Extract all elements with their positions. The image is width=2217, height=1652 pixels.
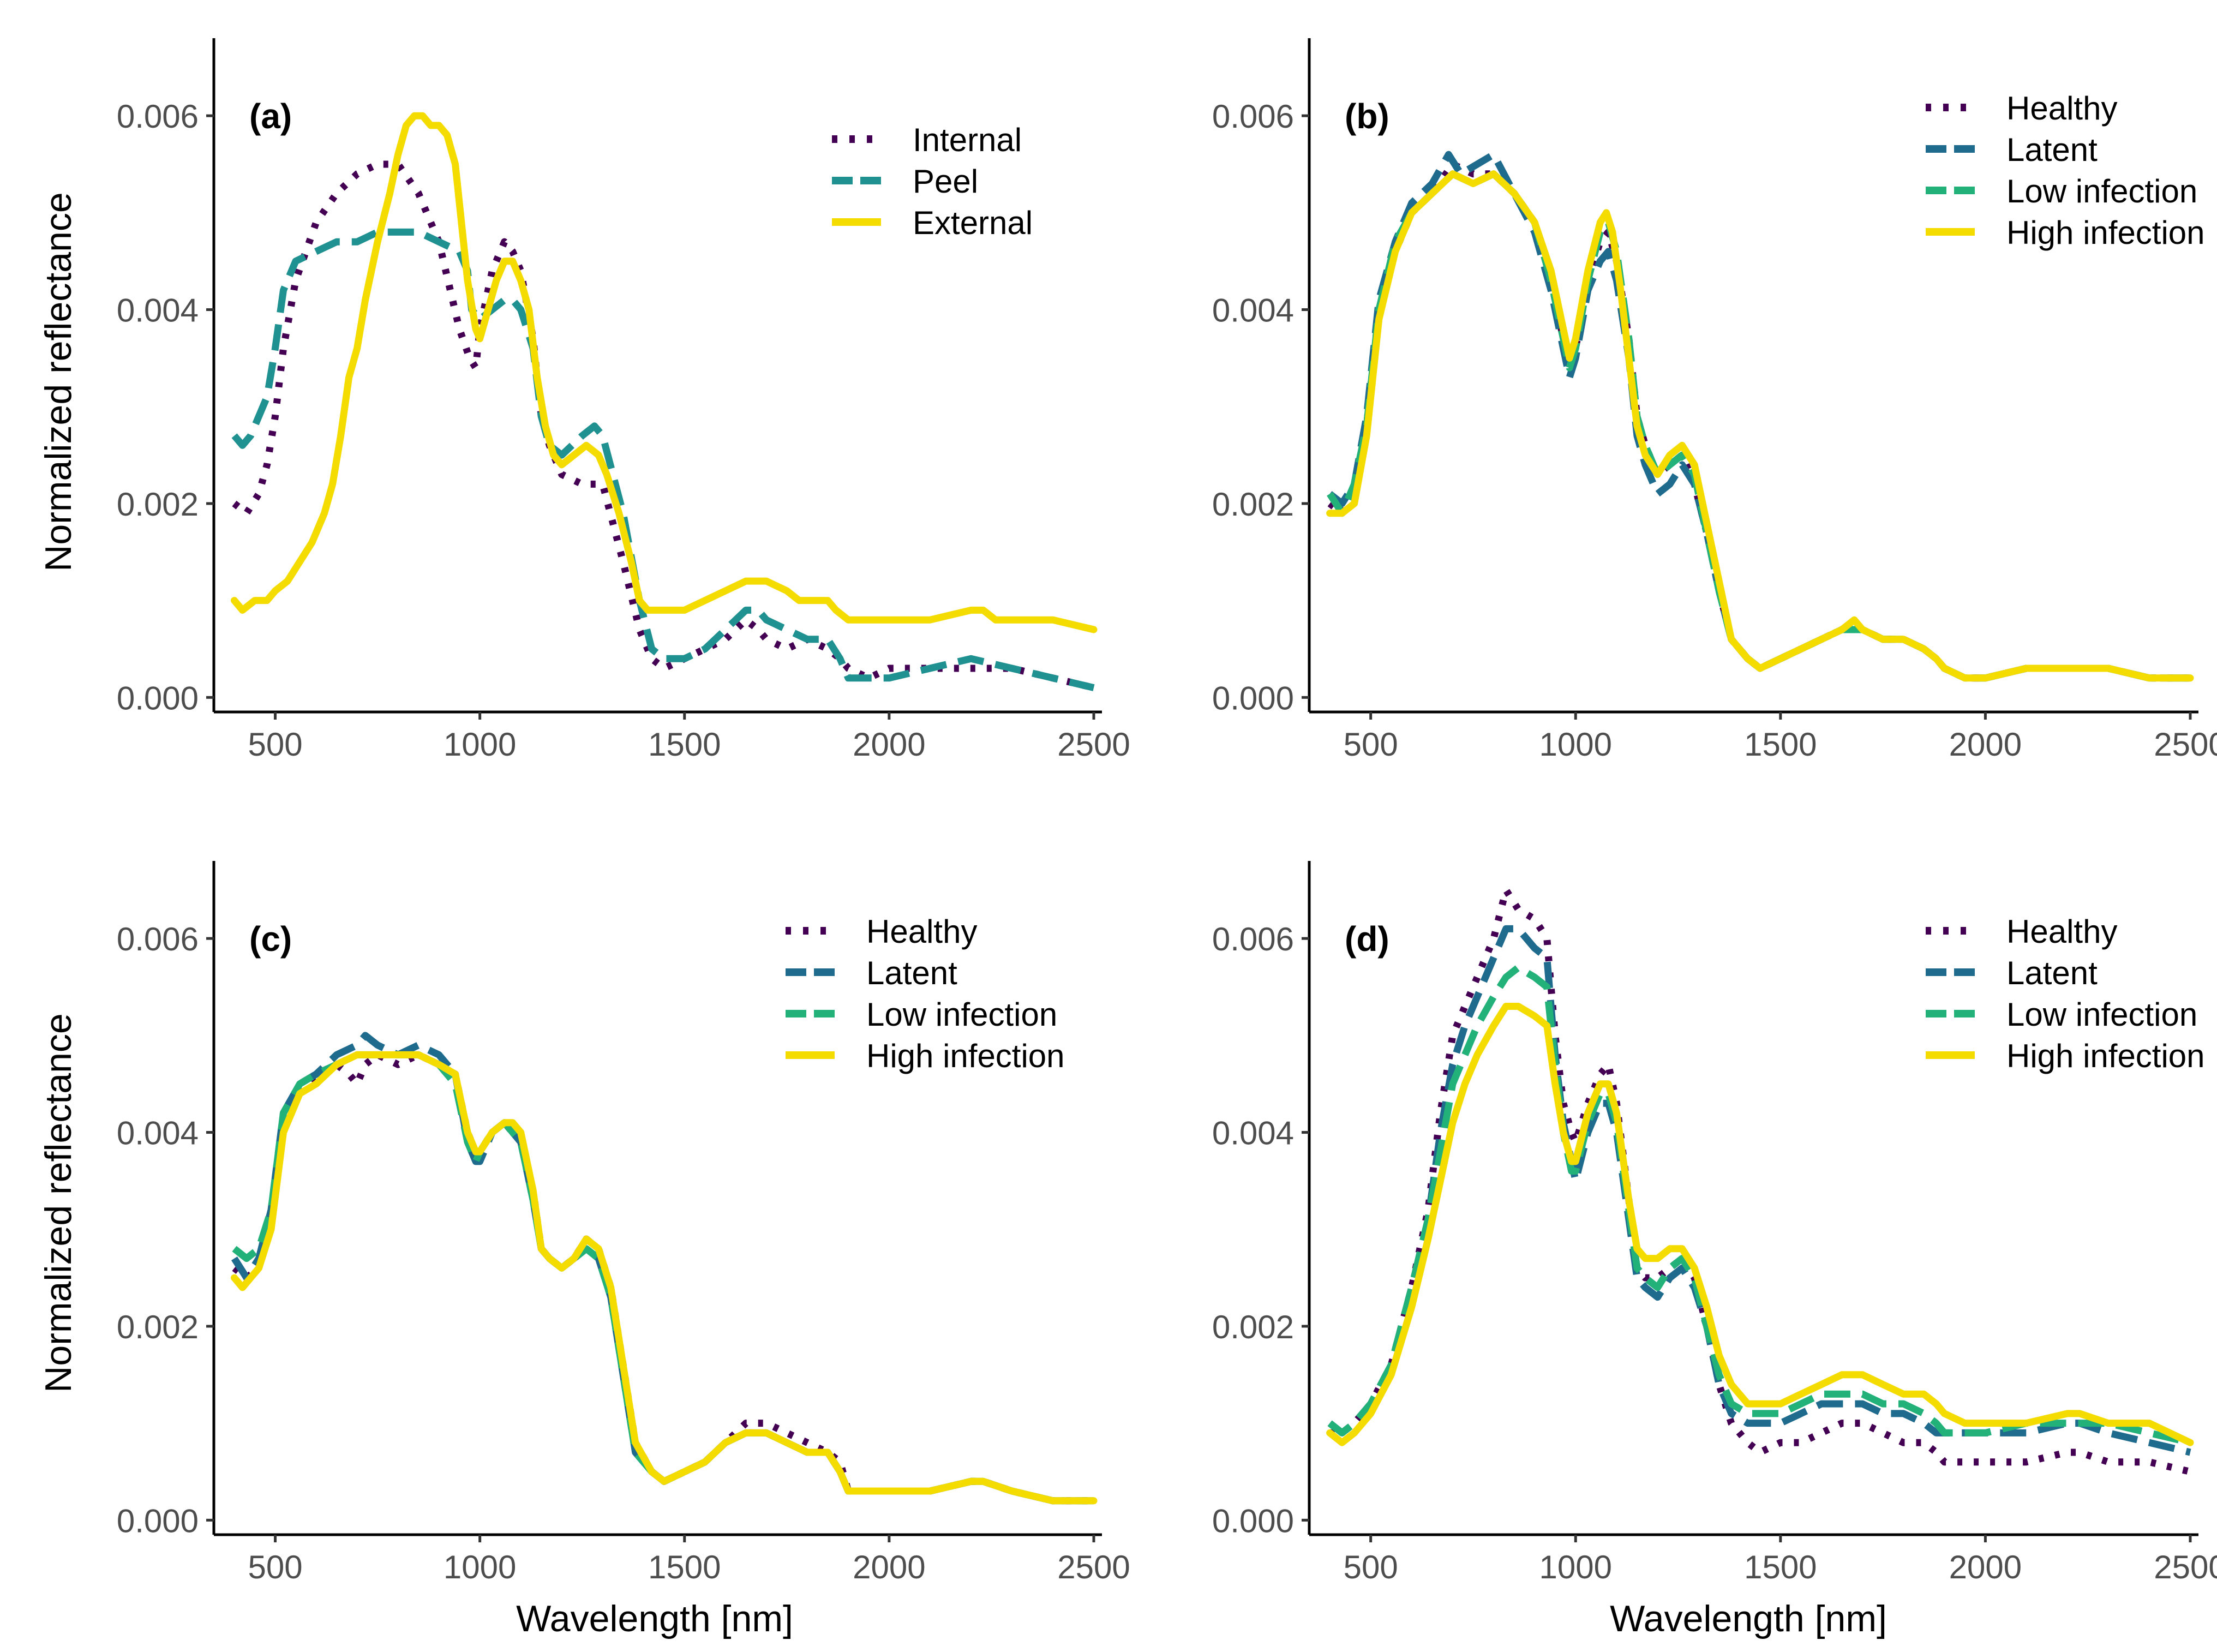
panel-d-x-tick-label: 1000: [1539, 1549, 1612, 1585]
panel-a-x-tick-label: 1000: [444, 726, 516, 763]
panel-c-legend-label: Healthy: [866, 913, 977, 950]
panel-d-x-tick-label: 2000: [1949, 1549, 2022, 1585]
panel-d-series-high-infection: [1326, 1003, 2194, 1446]
panel-b-legend-label: Healthy: [2006, 90, 2117, 127]
panel-b-y-tick-label: 0.004: [1212, 292, 1294, 329]
panel-c-x-tick-label: 2000: [853, 1549, 925, 1585]
panel-d-y-tick-label: 0.000: [1212, 1503, 1294, 1539]
panels: 0.000 0.002 0.004 0.006 500 1000 1500 2000 2500 (…: [117, 38, 2217, 1585]
panel-d-legend-label: Latent: [2006, 955, 2098, 991]
panel-a-label: (a): [249, 97, 292, 136]
panel-c-y-tick-label: 0.000: [117, 1503, 199, 1539]
panel-c-y-tick-label: 0.002: [117, 1309, 199, 1345]
panel-c-x-tick-label: 2500: [1057, 1549, 1130, 1585]
panel-d-x-tick-label: 500: [1344, 1549, 1398, 1585]
panel-a-x-tick-label: 2500: [1057, 726, 1130, 763]
panel-b-x-tick-label: 1500: [1744, 726, 1817, 763]
panel-c-legend-label: Latent: [866, 955, 957, 991]
panel-a-y-tick-label: 0.002: [117, 486, 199, 523]
panel-d-legend: Healthy Latent Low infection High infection: [1926, 913, 2205, 1074]
panel-a-x-tick-label: 2000: [853, 726, 925, 763]
panel-c-legend-label: High infection: [866, 1038, 1065, 1074]
y-axis-title-top: Normalized reflectance: [38, 192, 79, 571]
panel-c-y-tick-label: 0.004: [117, 1115, 199, 1152]
panel-d-series-group: [1326, 886, 2194, 1475]
panel-b-series-high-infection: [1326, 170, 2194, 682]
panel-c: 0.000 0.002 0.004 0.006 500 1000 1500 2000 2500 (…: [117, 861, 1130, 1585]
panel-b-y-tick-label: 0.002: [1212, 486, 1294, 523]
panel-d-legend-label: Low infection: [2006, 996, 2197, 1033]
x-axis-title-left: Wavelength [nm]: [516, 1598, 793, 1639]
panel-a: 0.000 0.002 0.004 0.006 500 1000 1500 2000 2500 (…: [117, 38, 1130, 763]
panel-d-series-low-infection: [1327, 964, 2191, 1446]
panel-d-y-tick-label: 0.004: [1212, 1115, 1294, 1152]
panel-b-x-tick-label: 500: [1344, 726, 1398, 763]
panel-c-legend-label: Low infection: [866, 996, 1057, 1033]
y-axis-title-bottom: Normalized reflectance: [38, 1013, 79, 1392]
panel-b-legend-label: Latent: [2006, 131, 2098, 168]
panel-b-y-tick-label: 0.000: [1212, 680, 1294, 716]
panel-b-legend-label: High infection: [2006, 214, 2205, 251]
panel-d: 0.000 0.002 0.004 0.006 500 1000 1500 2000 2500 (…: [1212, 861, 2217, 1585]
panel-a-y-tick-label: 0.004: [117, 292, 199, 329]
panel-d-x-tick-label: 2500: [2154, 1549, 2217, 1585]
panel-a-legend-label: External: [913, 205, 1033, 241]
x-axis-title-right: Wavelength [nm]: [1610, 1598, 1887, 1639]
panel-d-series-latent: [1327, 925, 2191, 1456]
panel-a-legend: Internal Peel External: [832, 122, 1033, 241]
panel-b-label: (b): [1345, 97, 1389, 136]
panel-c-series-group: [231, 1032, 1098, 1505]
panel-b-x-tick-label: 2000: [1949, 726, 2022, 763]
panel-a-y-tick-label: 0.006: [117, 98, 199, 135]
panel-a-legend-label: Internal: [913, 122, 1022, 158]
panel-d-legend-label: High infection: [2006, 1038, 2205, 1074]
panel-a-x-tick-label: 500: [248, 726, 302, 763]
panel-b-y-tick-label: 0.006: [1212, 98, 1294, 135]
panel-a-legend-label: Peel: [913, 163, 978, 200]
panel-d-legend-label: Healthy: [2006, 913, 2117, 950]
panel-c-label: (c): [249, 919, 292, 959]
panel-d-x-tick-label: 1500: [1744, 1549, 1817, 1585]
panel-a-y-tick-label: 0.000: [117, 680, 199, 716]
panel-c-x-tick-label: 1500: [648, 1549, 721, 1585]
panel-b: 0.000 0.002 0.004 0.006 500 1000 1500 2000 2500 (…: [1212, 38, 2217, 763]
panel-a-x-tick-label: 1500: [648, 726, 721, 763]
panel-c-series-high-infection: [231, 1051, 1098, 1505]
panel-a-series-external: [231, 112, 1098, 633]
panel-d-label: (d): [1345, 919, 1389, 959]
panel-b-legend: Healthy Latent Low infection High infection: [1926, 90, 2205, 251]
panel-d-y-tick-label: 0.002: [1212, 1309, 1294, 1345]
panel-c-y-tick-label: 0.006: [117, 921, 199, 957]
panel-b-legend-label: Low infection: [2006, 173, 2197, 210]
panel-b-series-group: [1326, 151, 2194, 682]
panel-b-x-tick-label: 1000: [1539, 726, 1612, 763]
panel-c-x-tick-label: 500: [248, 1549, 302, 1585]
panel-b-x-tick-label: 2500: [2154, 726, 2217, 763]
panel-c-x-tick-label: 1000: [444, 1549, 516, 1585]
panel-a-series-group: [231, 112, 1098, 691]
panel-d-y-tick-label: 0.006: [1212, 921, 1294, 957]
panel-c-legend: Healthy Latent Low infection High infection: [786, 913, 1065, 1074]
